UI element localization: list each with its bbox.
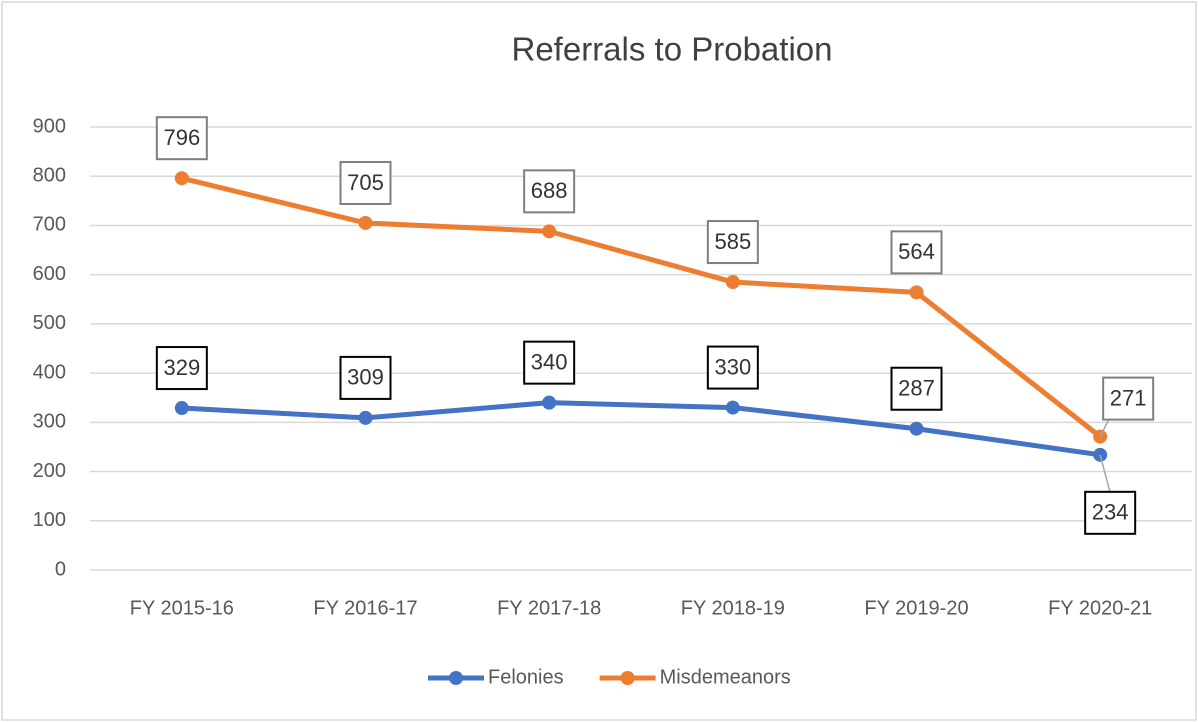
y-tick-label: 600 bbox=[33, 263, 66, 285]
data-label-box bbox=[339, 355, 392, 400]
data-label-box bbox=[1084, 490, 1137, 535]
data-point bbox=[358, 410, 373, 425]
leader-line bbox=[1099, 454, 1111, 494]
data-label: 340 bbox=[531, 349, 568, 374]
data-point bbox=[725, 400, 740, 415]
x-tick-label: FY 2017-18 bbox=[497, 597, 601, 619]
data-point bbox=[725, 275, 740, 290]
data-point bbox=[909, 421, 924, 436]
legend-label: Felonies bbox=[488, 666, 564, 688]
data-label-box bbox=[890, 366, 943, 411]
y-tick-label: 100 bbox=[33, 509, 66, 531]
y-tick-label: 0 bbox=[55, 558, 66, 580]
data-label: 234 bbox=[1092, 500, 1129, 525]
series-line bbox=[181, 175, 1102, 439]
data-point bbox=[909, 285, 924, 300]
x-tick-label: FY 2018-19 bbox=[681, 597, 785, 619]
data-label: 330 bbox=[714, 354, 751, 379]
legend-marker bbox=[449, 671, 463, 685]
series-line bbox=[181, 400, 1101, 458]
y-tick-label: 400 bbox=[33, 361, 66, 383]
x-tick-label: FY 2020-21 bbox=[1048, 597, 1152, 619]
y-tick-label: 700 bbox=[33, 214, 66, 236]
y-tick-label: 500 bbox=[33, 312, 66, 334]
data-label: 271 bbox=[1110, 385, 1147, 410]
data-point bbox=[358, 215, 373, 230]
data-label: 705 bbox=[347, 170, 384, 195]
y-tick-label: 300 bbox=[33, 411, 66, 433]
chart-title: Referrals to Probation bbox=[512, 31, 833, 68]
data-label: 564 bbox=[898, 239, 935, 264]
data-label-box bbox=[155, 116, 208, 161]
data-point bbox=[542, 395, 557, 410]
y-tick-label: 200 bbox=[33, 460, 66, 482]
legend-marker bbox=[620, 671, 635, 685]
data-point bbox=[174, 401, 189, 416]
data-label-box bbox=[523, 340, 576, 385]
data-label-box bbox=[1102, 376, 1155, 421]
legend-label: Misdemeanors bbox=[660, 666, 791, 688]
data-label-box bbox=[706, 345, 759, 390]
data-point bbox=[174, 171, 189, 186]
y-tick-label: 800 bbox=[33, 165, 66, 187]
data-label: 287 bbox=[898, 376, 935, 401]
data-label: 309 bbox=[347, 365, 384, 390]
y-tick-label: 900 bbox=[33, 115, 66, 137]
data-label: 796 bbox=[163, 125, 200, 150]
data-label-box bbox=[339, 160, 392, 205]
x-tick-label: FY 2016-17 bbox=[313, 597, 417, 619]
data-label-box bbox=[523, 169, 576, 214]
x-tick-label: FY 2015-16 bbox=[130, 597, 234, 619]
data-label-box bbox=[706, 220, 759, 265]
data-label: 585 bbox=[714, 229, 751, 254]
data-label: 329 bbox=[163, 355, 200, 380]
data-point bbox=[542, 224, 557, 239]
x-tick-label: FY 2019-20 bbox=[864, 597, 968, 619]
data-label-box bbox=[890, 230, 943, 275]
data-label-box bbox=[155, 346, 208, 391]
data-label: 688 bbox=[531, 178, 568, 203]
